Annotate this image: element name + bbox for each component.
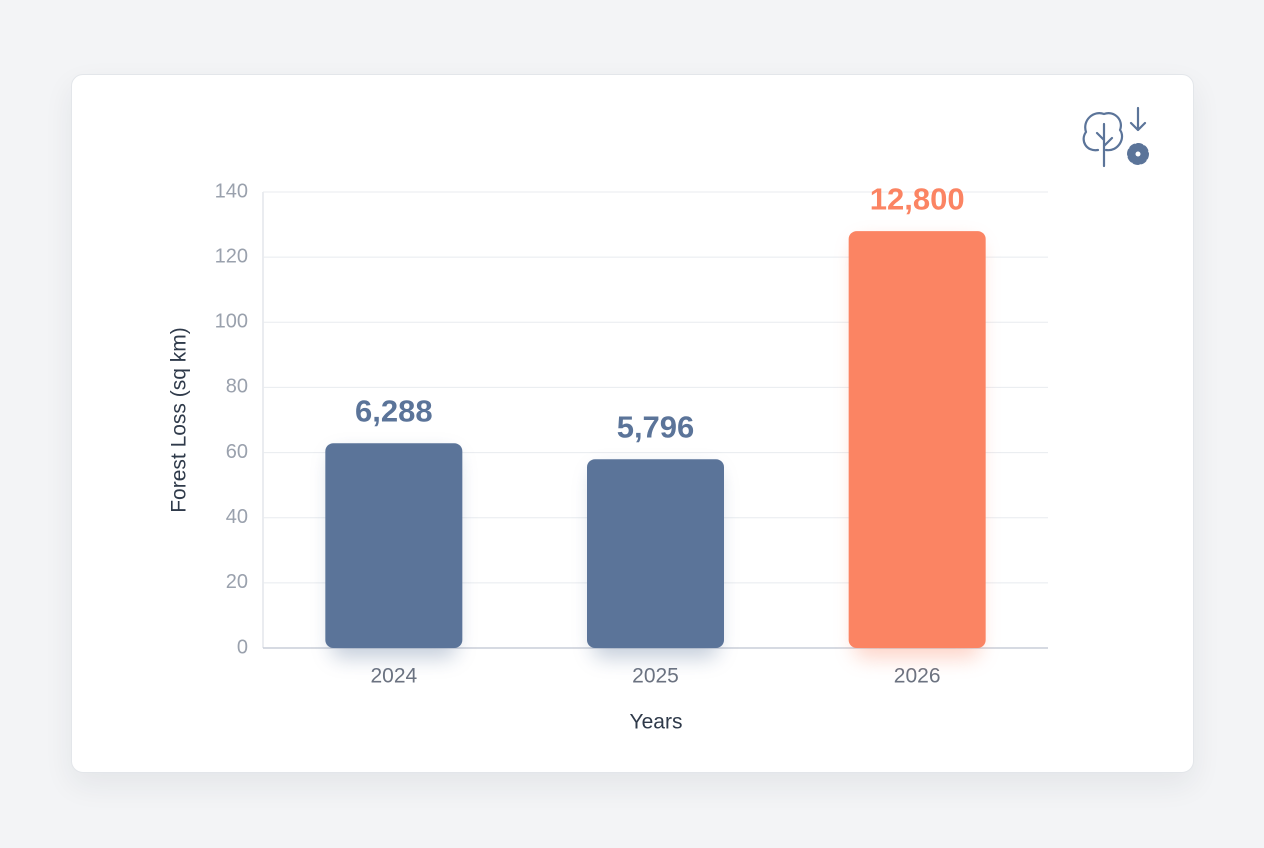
y-tick-label: 20 [226, 571, 248, 593]
y-tick-label: 120 [215, 245, 248, 267]
chart-icon [1082, 106, 1149, 168]
x-tick-label: 2026 [894, 665, 941, 688]
value-label: 12,800 [870, 181, 965, 216]
y-tick-label: 140 [215, 180, 248, 202]
y-tick-label: 80 [226, 376, 248, 398]
x-tick-label: 2024 [370, 665, 417, 688]
x-tick-label: 2025 [632, 665, 679, 688]
y-tick-label: 40 [226, 506, 248, 528]
bar [848, 231, 986, 649]
value-label: 6,288 [355, 393, 433, 428]
bar [325, 443, 463, 648]
bar [587, 459, 724, 648]
y-tick-label: 0 [237, 636, 248, 658]
x-axis-label: Years [630, 711, 683, 734]
y-tick-label: 60 [226, 441, 248, 463]
value-label: 5,796 [617, 409, 695, 444]
y-axis-label: Forest Loss (sq km) [168, 327, 191, 513]
y-tick-label: 100 [215, 311, 248, 333]
